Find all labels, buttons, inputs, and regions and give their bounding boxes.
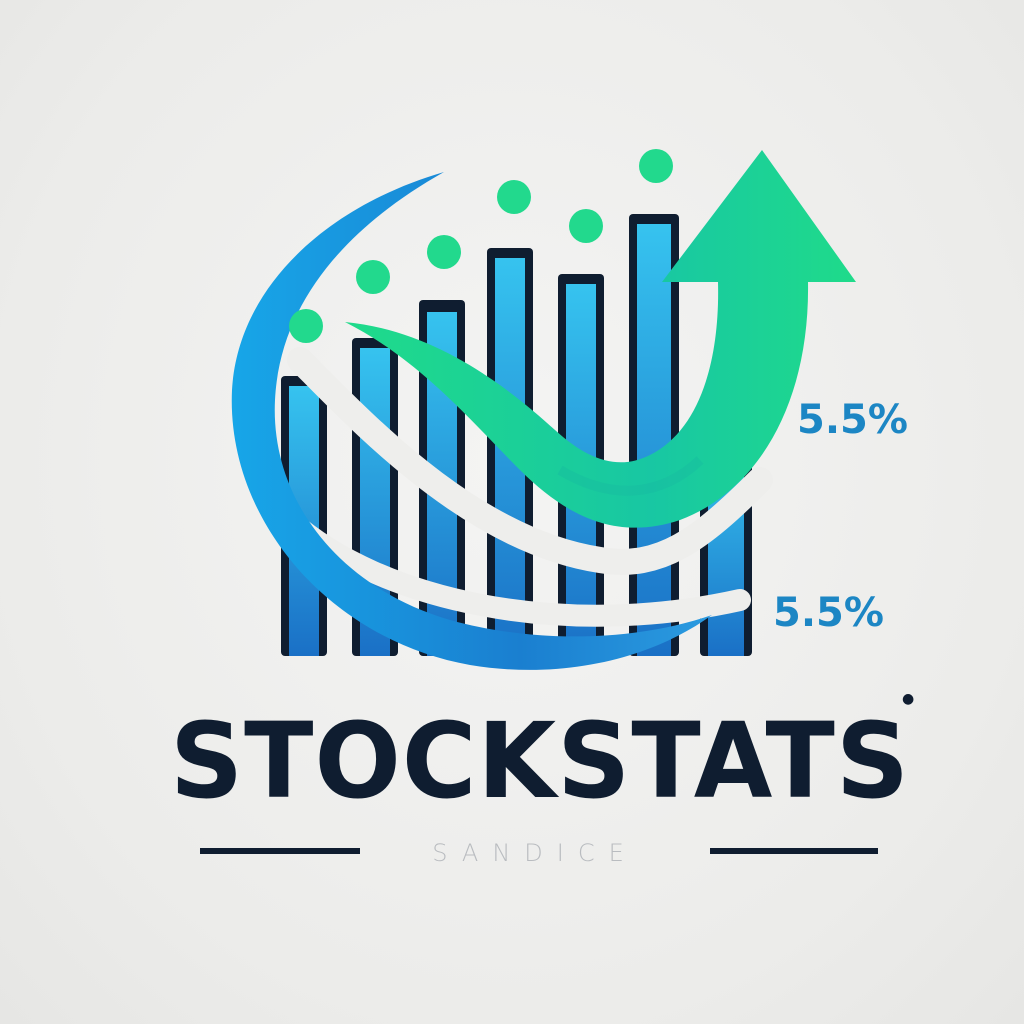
brand-name: STOCKSTATS [170, 700, 910, 822]
rising-arrow-icon [345, 150, 856, 528]
tagline: SANDICE [432, 839, 638, 867]
dot-icon [569, 209, 603, 243]
upper-percentage: 5.5% [797, 397, 908, 443]
dot-icon [639, 149, 673, 183]
tagline-rule-left [200, 848, 360, 854]
registered-mark-icon: ● [902, 691, 914, 707]
dot-icon [289, 309, 323, 343]
lower-percentage: 5.5% [773, 590, 884, 636]
dot-icon [356, 260, 390, 294]
tagline-rule-right [710, 848, 878, 854]
dot-icon [427, 235, 461, 269]
dot-icon [497, 180, 531, 214]
dot-icon-group [289, 149, 673, 343]
